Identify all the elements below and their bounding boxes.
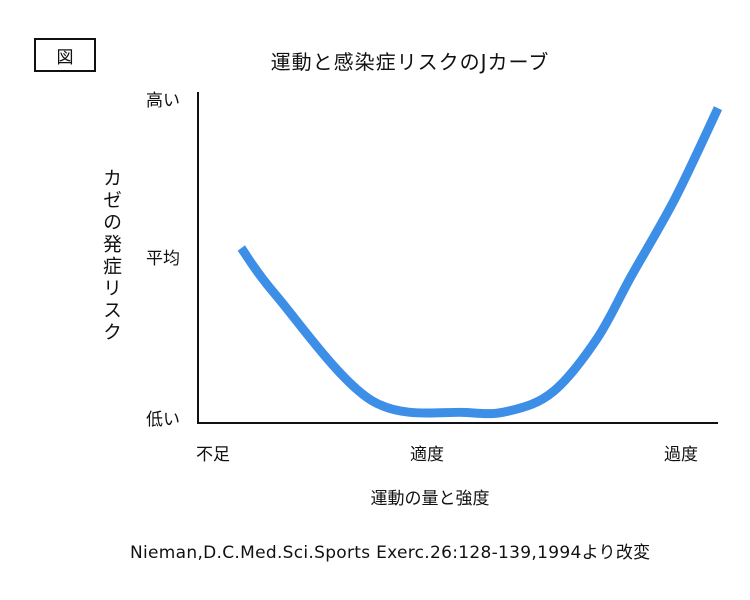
x-tick-excessive: 過度 — [664, 445, 698, 465]
y-tick-high: 高い — [146, 91, 180, 111]
risk-curve-line — [237, 106, 723, 419]
figure-label-box: 図 — [34, 38, 96, 72]
y-axis-label: カゼの発症リスク — [100, 168, 122, 344]
figure-label: 図 — [56, 47, 74, 68]
y-tick-average: 平均 — [146, 249, 180, 269]
x-tick-moderate: 適度 — [410, 445, 444, 465]
source-citation: Nieman,D.C.Med.Sci.Sports Exerc.26:128-1… — [130, 543, 651, 563]
x-tick-insufficient: 不足 — [196, 445, 230, 465]
chart-title: 運動と感染症リスクのJカーブ — [270, 50, 550, 74]
y-tick-low: 低い — [146, 410, 180, 430]
x-axis-label: 運動の量と強度 — [370, 489, 490, 509]
